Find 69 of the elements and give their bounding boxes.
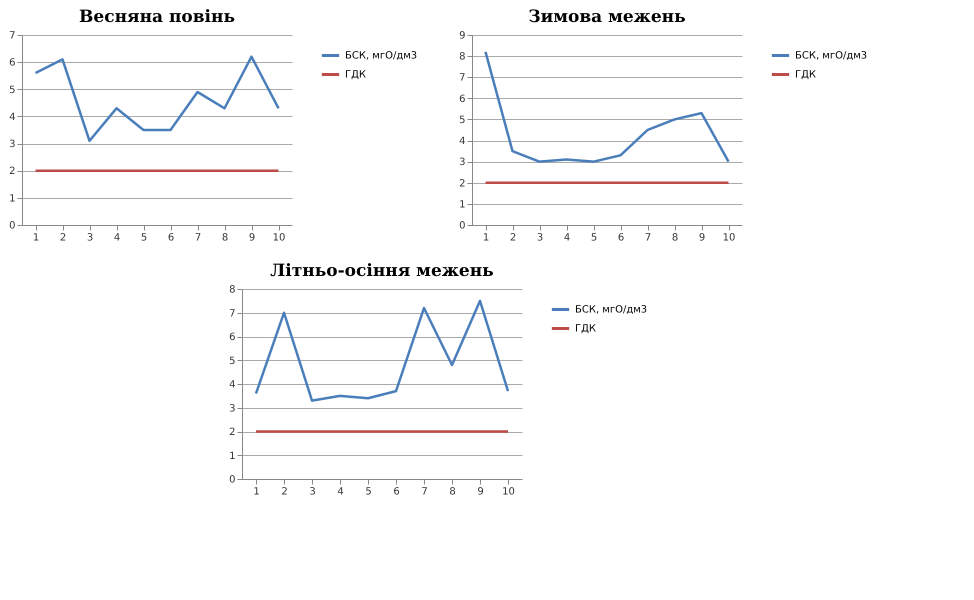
x-tick-label: 10 [722, 232, 736, 244]
chart-title: Зимова межень [528, 7, 686, 27]
x-tick-label: 5 [590, 232, 598, 244]
x-tick-label: 2 [281, 486, 288, 498]
y-tick-label: 6 [229, 332, 236, 343]
x-tick-label: 3 [536, 232, 544, 244]
line-series [254, 300, 510, 402]
x-tick-label: 4 [564, 232, 570, 244]
y-tick-label: 0 [229, 474, 236, 486]
x-tick-label: 6 [168, 232, 174, 244]
y-tick-label: 5 [229, 356, 236, 367]
y-tick-label: 6 [9, 58, 16, 69]
line-series [484, 50, 730, 163]
x-tick-label: 9 [248, 232, 256, 244]
x-tick-label: 3 [86, 232, 94, 244]
x-tick-label: 3 [309, 486, 316, 498]
y-tick-label: 5 [9, 84, 16, 96]
legend-label: БСК, мгО/дм3 [345, 50, 418, 62]
chart-title: Весняна повінь [79, 7, 235, 27]
y-tick-label: 3 [9, 139, 16, 150]
x-tick-label: 4 [337, 486, 344, 498]
x-tick-label: 10 [502, 486, 515, 498]
x-tick-label: 1 [32, 232, 40, 244]
line-series [34, 55, 280, 142]
x-tick-label: 2 [510, 232, 516, 244]
x-tick-label: 8 [222, 232, 228, 244]
x-tick-label: 8 [672, 232, 678, 244]
x-tick-label: 10 [272, 232, 286, 244]
y-tick-label: 5 [459, 114, 466, 126]
y-tick-label: 4 [9, 112, 16, 123]
legend-label: ГДК [795, 70, 816, 80]
y-tick-label: 1 [229, 450, 236, 462]
x-tick-label: 4 [114, 232, 120, 244]
x-tick-label: 9 [698, 232, 706, 244]
y-tick-label: 6 [459, 94, 466, 105]
y-tick-label: 0 [459, 220, 466, 232]
y-tick-label: 8 [459, 52, 466, 63]
y-tick-label: 4 [459, 136, 466, 148]
chart-title: Літньо-осіння межень [270, 261, 494, 281]
x-tick-label: 6 [393, 486, 400, 498]
y-tick-label: 0 [9, 220, 16, 232]
legend-label: БСК, мгО/дм3 [795, 50, 868, 62]
y-tick-label: 9 [459, 30, 466, 42]
y-tick-label: 2 [459, 178, 466, 190]
x-tick-label: 9 [477, 486, 484, 498]
y-tick-label: 7 [229, 308, 236, 320]
x-tick-label: 7 [644, 232, 652, 244]
x-tick-label: 7 [194, 232, 202, 244]
y-tick-label: 1 [459, 199, 466, 210]
y-tick-label: 4 [229, 380, 236, 390]
x-tick-label: 7 [421, 486, 428, 498]
legend-label: БСК, мгО/дм3 [575, 304, 648, 316]
y-tick-label: 1 [9, 193, 16, 204]
legend-label: ГДК [345, 70, 366, 80]
x-tick-label: 1 [253, 486, 260, 498]
x-tick-label: 5 [140, 232, 148, 244]
x-tick-label: 6 [618, 232, 624, 244]
x-tick-label: 5 [365, 486, 372, 498]
y-tick-label: 8 [229, 284, 236, 296]
x-tick-label: 8 [449, 486, 456, 498]
y-tick-label: 3 [229, 403, 236, 414]
y-tick-label: 7 [459, 72, 466, 84]
y-tick-label: 2 [229, 427, 236, 438]
x-tick-label: 2 [60, 232, 66, 244]
y-tick-label: 7 [9, 30, 16, 42]
x-tick-label: 1 [482, 232, 490, 244]
y-tick-label: 3 [459, 157, 466, 168]
y-tick-label: 2 [9, 166, 16, 178]
legend-label: ГДК [575, 324, 596, 334]
